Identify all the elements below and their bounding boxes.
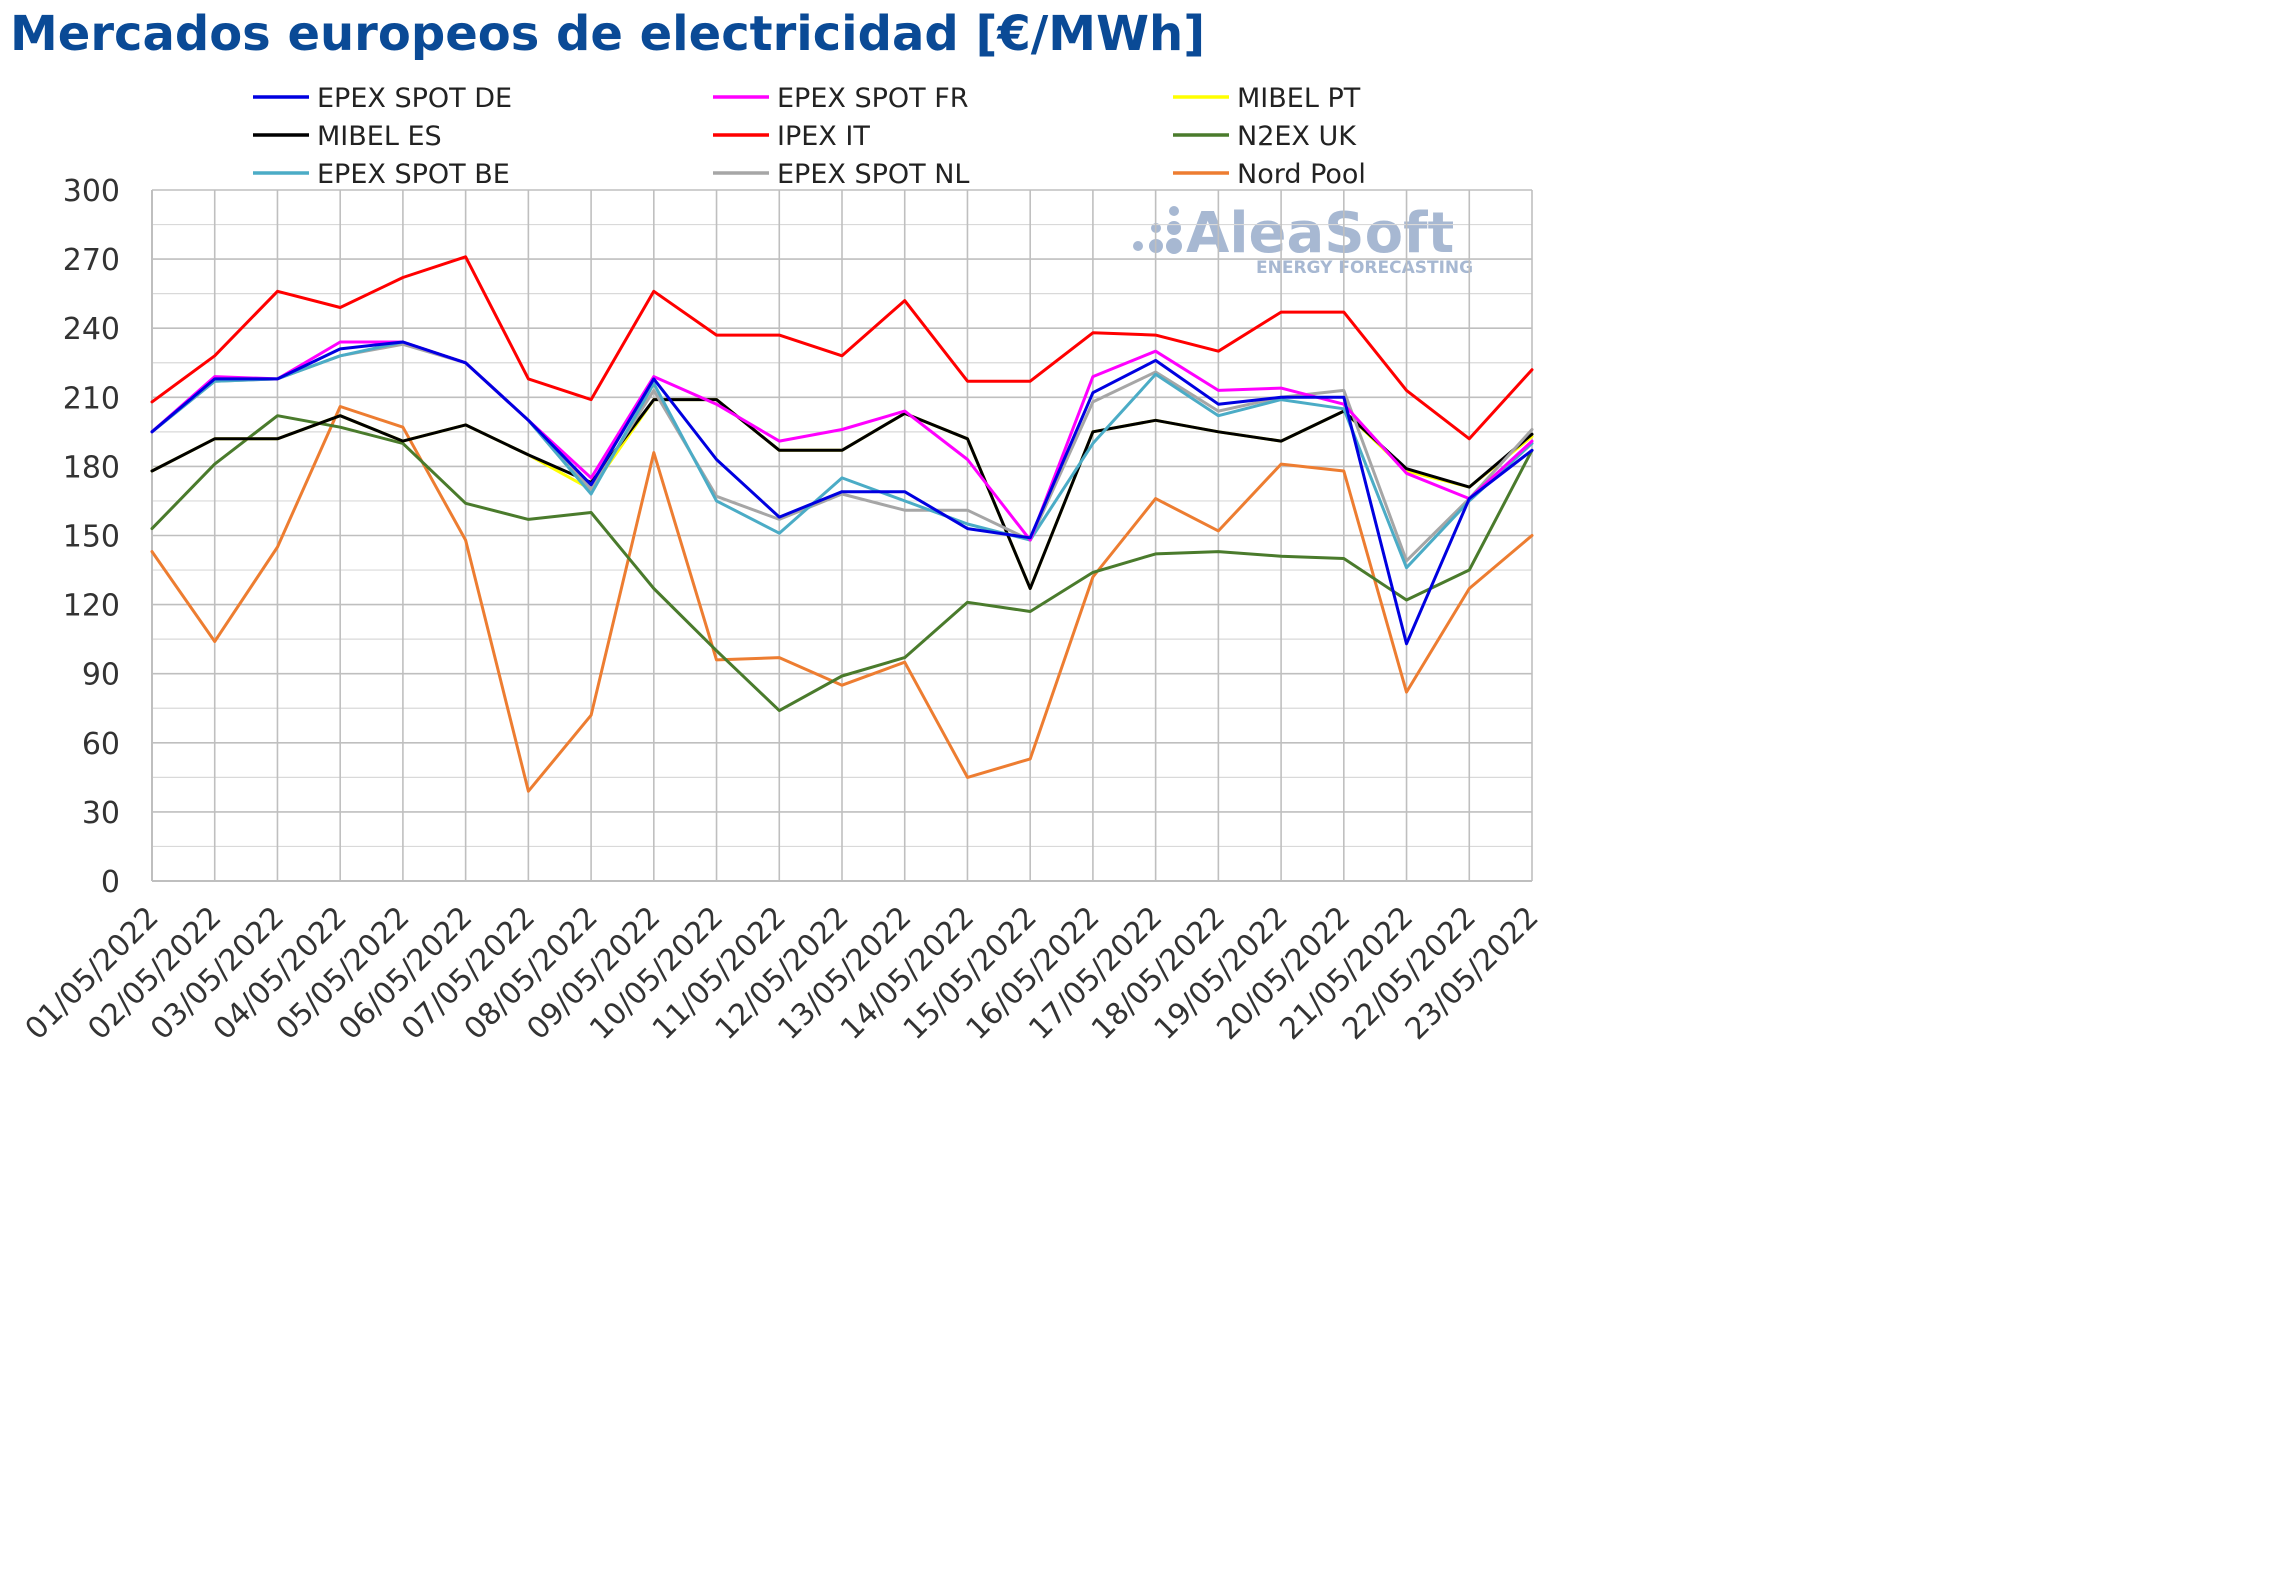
- watermark-tagline: ENERGY FORECASTING: [1256, 258, 1473, 278]
- series-line-nord-pool: [150, 405, 1534, 793]
- line-chart: AleaSoft ENERGY FORECASTING 0 30 60 90 120 15…: [19, 83, 1546, 1047]
- series-line-ipex-it: [150, 255, 1534, 441]
- legend-label-epex-spot-be: EPEX SPOT BE: [317, 159, 510, 190]
- chart-legend: EPEX SPOT DE EPEX SPOT FR MIBEL PT MIBEL ES…: [253, 83, 1366, 190]
- y-tick-label: 300: [63, 174, 120, 209]
- y-tick-label: 240: [63, 312, 120, 347]
- aleasoft-logo-icon: [1133, 206, 1182, 254]
- series-line-n2ex-uk: [150, 414, 1534, 713]
- legend-label-nord-pool: Nord Pool: [1237, 159, 1366, 190]
- series-line-epex-spot-de: [150, 340, 1534, 646]
- legend-label-mibel-pt: MIBEL PT: [1237, 83, 1361, 114]
- series-line-epex-spot-be: [150, 340, 1534, 570]
- legend-label-mibel-es: MIBEL ES: [317, 121, 442, 152]
- aleasoft-watermark: AleaSoft ENERGY FORECASTING: [1133, 201, 1473, 278]
- y-tick-label: 120: [63, 589, 120, 624]
- legend-label-n2ex-uk: N2EX UK: [1237, 121, 1357, 152]
- y-tick-label: 210: [63, 381, 120, 416]
- y-tick-label: 270: [63, 243, 120, 278]
- y-axis-ticks: 0 30 60 90 120 150 180 210 240 270 300: [63, 174, 120, 900]
- y-tick-label: 180: [63, 450, 120, 485]
- chart-title: Mercados europeos de electricidad [€/MWh…: [10, 6, 1206, 62]
- legend-label-epex-spot-de: EPEX SPOT DE: [317, 83, 512, 114]
- y-tick-label: 30: [82, 796, 120, 831]
- legend-label-epex-spot-fr: EPEX SPOT FR: [777, 83, 969, 114]
- y-tick-label: 60: [82, 727, 120, 762]
- watermark-brand: AleaSoft: [1186, 201, 1454, 266]
- y-tick-label: 0: [101, 865, 120, 900]
- chart-series: [150, 255, 1534, 793]
- chart-grid: [151, 189, 1533, 882]
- series-line-epex-spot-fr: [150, 340, 1534, 542]
- y-tick-label: 150: [63, 520, 120, 555]
- legend-label-epex-spot-nl: EPEX SPOT NL: [777, 159, 969, 190]
- x-axis-ticks: 01/05/202202/05/202203/05/202204/05/2022…: [19, 900, 1546, 1047]
- series-line-mibel-es: [150, 398, 1534, 590]
- y-tick-label: 90: [82, 658, 120, 693]
- legend-label-ipex-it: IPEX IT: [777, 121, 870, 152]
